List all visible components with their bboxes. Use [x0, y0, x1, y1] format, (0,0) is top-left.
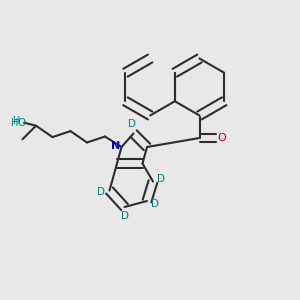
- Text: D: D: [128, 119, 136, 130]
- Text: O: O: [217, 133, 226, 143]
- Text: D: D: [121, 211, 128, 221]
- Text: N: N: [112, 141, 121, 151]
- Text: H: H: [11, 118, 18, 128]
- Text: D: D: [151, 199, 158, 209]
- Text: -: -: [16, 116, 20, 127]
- Text: H: H: [13, 116, 20, 126]
- Text: D: D: [157, 173, 164, 184]
- Text: D: D: [97, 187, 105, 197]
- Text: O: O: [17, 118, 25, 128]
